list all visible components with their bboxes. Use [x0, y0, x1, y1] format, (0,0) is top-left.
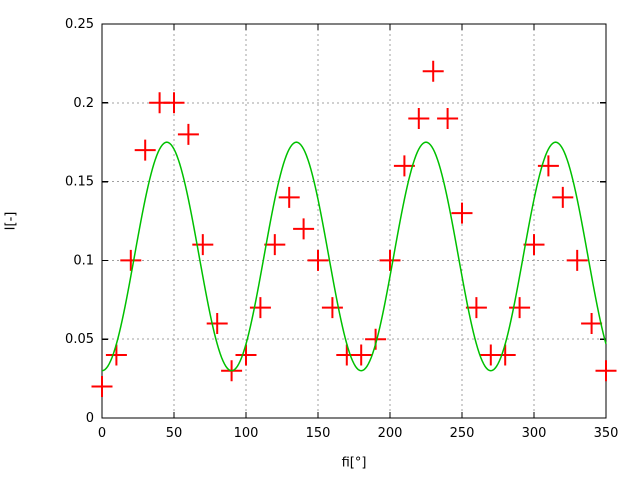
data-point-marker: [437, 108, 459, 130]
x-tick-label: 150: [306, 426, 331, 441]
data-point-marker: [105, 344, 127, 366]
data-point-marker: [192, 234, 214, 256]
data-point-marker: [509, 297, 531, 319]
data-point-marker: [465, 297, 487, 319]
data-point-marker: [321, 297, 343, 319]
y-tick-label: 0.2: [73, 96, 94, 111]
x-axis-label: fi[°]: [341, 455, 367, 471]
data-point-marker: [408, 108, 430, 130]
data-point-marker: [595, 360, 617, 382]
data-point-marker: [293, 218, 315, 240]
y-tick-label: 0.1: [73, 253, 94, 268]
data-point-marker: [134, 139, 156, 161]
data-point-marker: [494, 344, 516, 366]
data-point-marker: [120, 249, 142, 271]
x-tick-label: 100: [234, 426, 259, 441]
data-point-marker: [163, 92, 185, 114]
data-point-marker: [523, 234, 545, 256]
data-point-marker: [393, 155, 415, 177]
x-tick-label: 250: [450, 426, 475, 441]
x-tick-label: 300: [522, 426, 547, 441]
x-tick-label: 350: [594, 426, 619, 441]
y-tick-label: 0.05: [65, 332, 94, 347]
data-point-marker: [566, 249, 588, 271]
x-tick-label: 0: [98, 426, 106, 441]
data-point-marker: [264, 234, 286, 256]
x-tick-label: 50: [166, 426, 183, 441]
x-tick-label: 200: [378, 426, 403, 441]
data-point-marker: [307, 249, 329, 271]
data-point-marker: [451, 202, 473, 224]
data-point-marker: [537, 155, 559, 177]
data-point-marker: [552, 186, 574, 208]
fit-curve: [101, 141, 607, 372]
data-point-marker: [177, 123, 199, 145]
y-tick-label: 0.15: [65, 175, 94, 190]
data-point-marker: [350, 344, 372, 366]
data-point-marker: [379, 249, 401, 271]
data-point-marker: [278, 186, 300, 208]
y-tick-label: 0.25: [65, 17, 94, 32]
data-point-marker: [91, 375, 113, 397]
data-point-marker: [249, 297, 271, 319]
plot-border: [101, 23, 607, 419]
y-axis-label: I[-]: [3, 211, 19, 231]
data-point-marker: [206, 312, 228, 334]
data-point-marker: [422, 60, 444, 82]
y-tick-label: 0: [86, 411, 94, 426]
data-point-marker: [581, 312, 603, 334]
data-point-marker: [235, 344, 257, 366]
